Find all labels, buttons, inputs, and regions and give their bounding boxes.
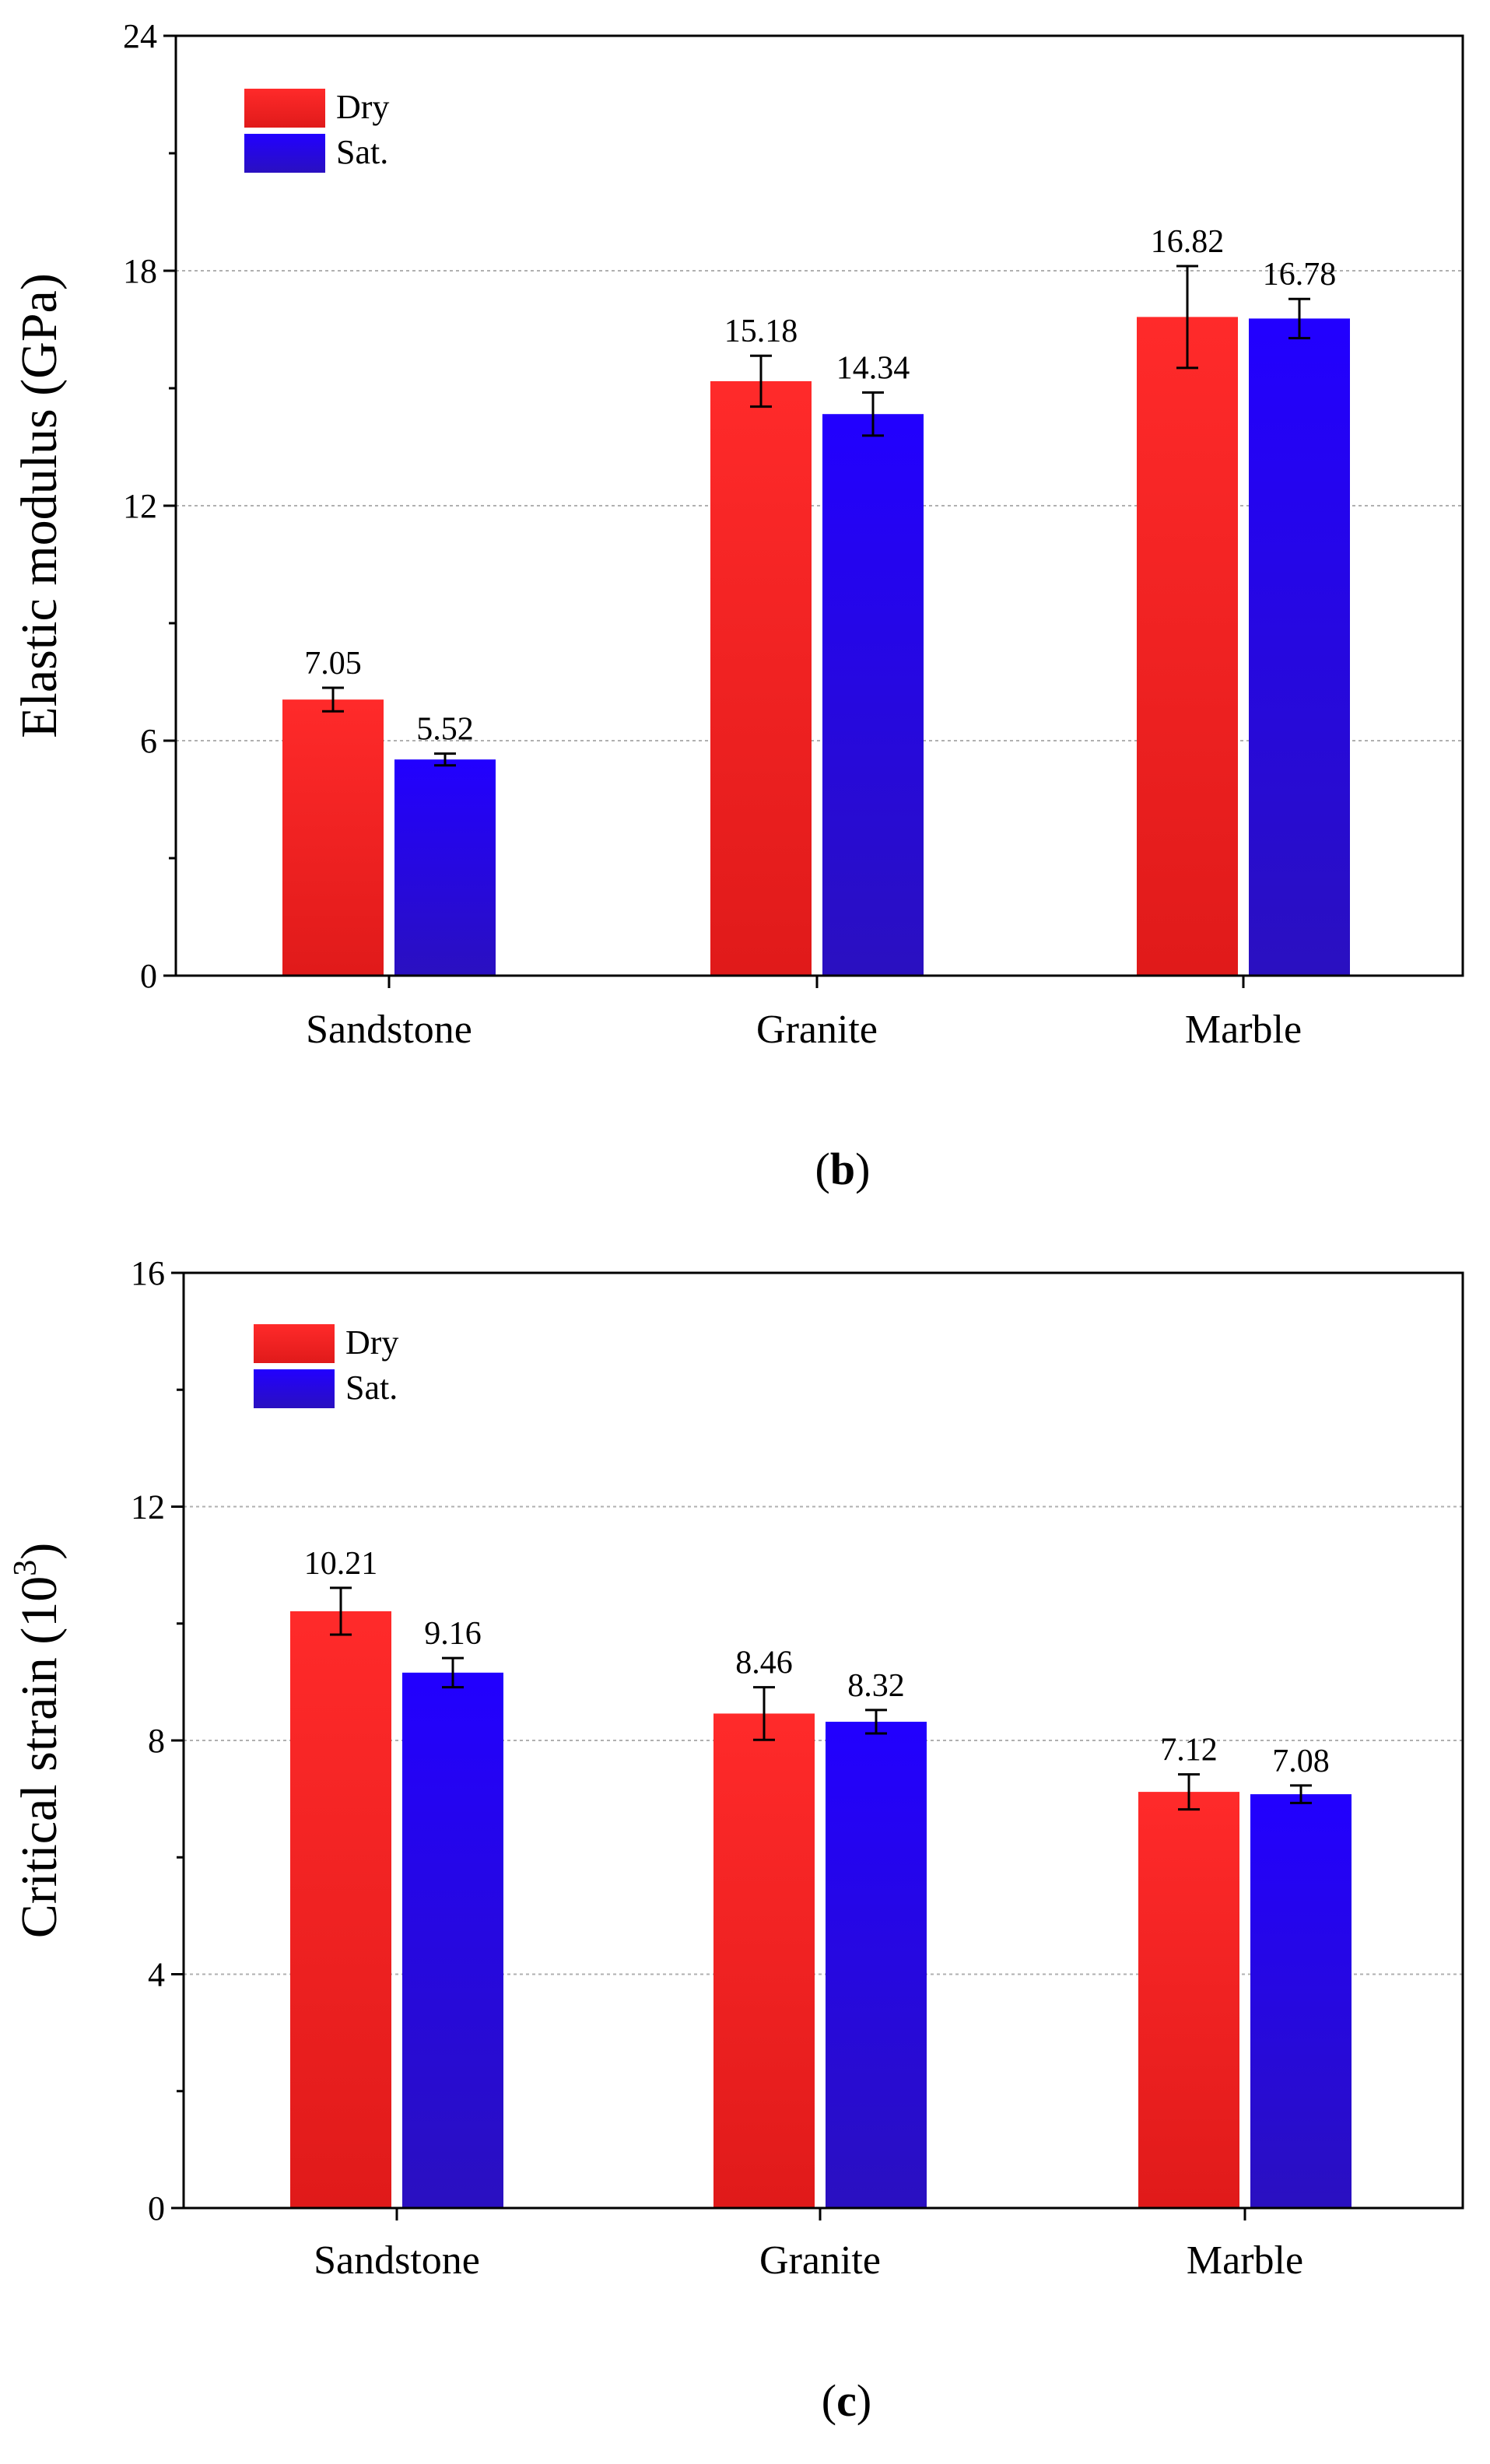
y-tick-label: 16 [131,1254,165,1292]
bar-sat-marble [1250,1794,1352,2208]
data-label: 10.21 [304,1546,378,1582]
legend: Dry Sat. [244,88,389,173]
data-label: 7.05 [304,646,362,682]
bar-dry-marble [1137,317,1238,976]
y-tick-label: 0 [140,957,157,995]
error-bar [330,1586,352,1636]
error-bar [862,391,884,437]
bar-dry-marble [1138,1792,1239,2208]
data-label: 15.18 [724,314,798,349]
panel-label-b: (b) [815,1144,871,1194]
y-tick-label: 8 [148,1722,165,1760]
legend-swatch-sat [244,134,325,173]
data-label: 16.78 [1263,257,1337,293]
data-label: 7.08 [1272,1744,1330,1779]
y-axis-title: Elastic modulus (GPa) [11,273,68,738]
data-label: 16.82 [1151,224,1225,260]
error-bar [1290,1784,1312,1804]
y-axis-title-superscript: 3 [8,1560,44,1576]
y-tick-label: 0 [148,2189,165,2227]
y-axis-title-text: Elastic modulus (GPa) [11,273,68,738]
x-tick-label: Marble [1187,2238,1303,2283]
data-label: 8.32 [847,1668,905,1704]
panel-label-close: ) [855,1144,870,1194]
y-axis-title-suffix: ) [11,1543,68,1560]
legend-swatch-dry [244,89,325,128]
y-tick-label: 12 [131,1488,165,1526]
panel-label-c: (c) [822,2375,871,2426]
x-tick-label: Granite [756,1008,878,1052]
x-tick-label: Marble [1185,1008,1302,1052]
panel-label-letter: c [836,2375,857,2426]
error-bar [753,1686,775,1741]
bar-sat-marble [1249,318,1350,976]
bar-sat-granite [822,414,924,976]
bar-sat-granite [826,1721,927,2208]
error-bar [865,1709,887,1735]
bar-sat-sandstone [394,759,496,976]
y-tick-label: 4 [148,1956,165,1994]
bar-dry-granite [713,1713,815,2208]
legend-label-dry: Dry [336,88,389,126]
panel-label-open: ( [815,1144,830,1194]
chart-panel-b: 7.05 15.18 16.82 5.52 14.34 16.78 0 6 12 18 24 Sand… [11,17,1464,1052]
y-tick-label: 24 [123,17,157,55]
error-bar [750,354,772,408]
legend-label-dry: Dry [345,1323,398,1362]
legend: Dry Sat. [254,1323,398,1408]
bar-dry-sandstone [290,1611,391,2208]
bar-sat-sandstone [402,1672,503,2208]
error-bar [1176,265,1198,370]
legend-label-sat: Sat. [336,133,388,171]
y-axis-title-text: Critical strain (10 [11,1576,68,1939]
legend-swatch-dry [254,1324,335,1363]
data-label: 8.46 [735,1646,793,1681]
error-bar [1178,1773,1200,1811]
error-bar [1288,297,1310,340]
panel-label-open: ( [822,2375,836,2426]
panel-label-letter: b [830,1144,855,1194]
data-label: 5.52 [416,712,474,748]
chart-panel-c: 10.21 8.46 7.12 9.16 8.32 7.08 0 4 8 12 16 Sandston… [8,1254,1464,2283]
bar-dry-granite [710,380,812,976]
x-tick-label: Sandstone [314,2238,480,2283]
y-tick-label: 12 [123,487,157,525]
legend-label-sat: Sat. [345,1369,398,1407]
data-label: 9.16 [424,1616,482,1652]
y-tick-label: 6 [140,722,157,760]
y-tick-label: 18 [123,252,157,290]
error-bar [442,1656,464,1689]
panel-label-close: ) [857,2375,871,2426]
legend-swatch-sat [254,1369,335,1408]
data-label: 7.12 [1160,1733,1218,1768]
y-axis-title: Critical strain (103) [8,1543,68,1939]
x-tick-label: Sandstone [306,1008,472,1052]
bar-dry-sandstone [282,699,384,976]
error-bar [434,752,456,767]
error-bar [322,686,344,713]
x-tick-label: Granite [759,2238,881,2283]
data-label: 14.34 [836,351,910,387]
